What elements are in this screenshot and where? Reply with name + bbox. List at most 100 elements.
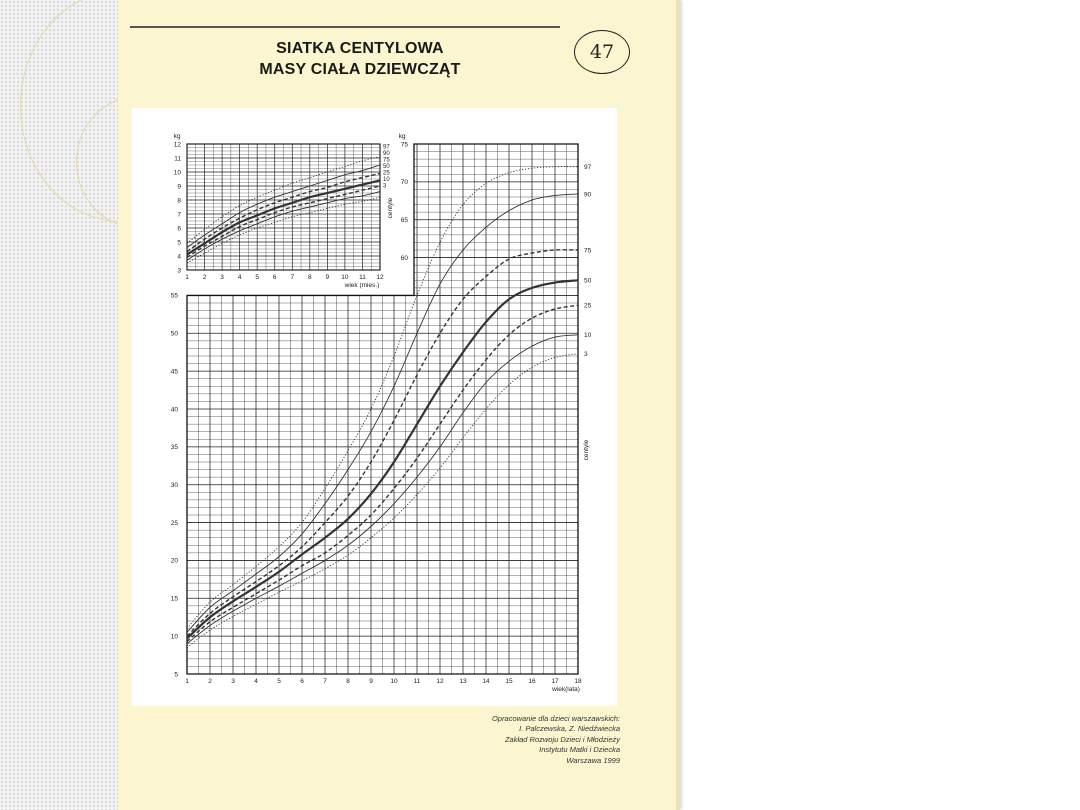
y-tick-label: 8 (177, 197, 181, 204)
credit-line: I. Palczewska, Z. Niedźwiecka (519, 724, 620, 734)
x-tick-label: 4 (238, 274, 242, 281)
inset-percentile-label: 50 (383, 164, 390, 170)
y-tick-label: 75 (401, 141, 409, 148)
x-tick-label: 1 (185, 274, 189, 281)
x-tick-label: 9 (369, 678, 373, 685)
x-tick-label: 15 (505, 678, 513, 685)
x-tick-label: 16 (528, 678, 536, 685)
y-tick-label: 4 (177, 253, 181, 260)
inset-curve-p25 (186, 185, 381, 258)
inset-frame (186, 143, 381, 271)
credits-block: Opracowanie dla dzieci warszawskich: I. … (440, 714, 620, 766)
y-tick-label: 7 (177, 211, 181, 218)
x-tick-label: 14 (482, 678, 490, 685)
x-tick-label: 6 (300, 678, 304, 685)
curve-p90 (186, 193, 579, 633)
inset-curve-p97 (186, 156, 381, 244)
y-tick-label: 40 (171, 406, 179, 413)
x-tick-label: 6 (273, 274, 277, 281)
y-tick-label: 65 (401, 217, 409, 224)
x-axis-label: wiek(lata) (551, 686, 580, 693)
y-tick-label: 5 (177, 239, 181, 246)
y-tick-label: 25 (171, 520, 179, 527)
x-tick-label: 2 (203, 274, 207, 281)
y-tick-label: 3 (177, 267, 181, 274)
x-axis-label: wiek (mies.) (344, 282, 380, 289)
credit-line: Instytutu Matki i Dziecka (539, 745, 620, 755)
y-axis-label: kg (174, 133, 181, 140)
curve-p97 (186, 166, 579, 629)
y-tick-label: 70 (401, 179, 409, 186)
percentile-label: 90 (584, 191, 592, 198)
percentile-label: 3 (584, 351, 588, 358)
chart-frame (186, 143, 579, 675)
inset-curve-p10 (186, 191, 381, 261)
right-axis-label: centyle (387, 197, 394, 218)
x-tick-label: 10 (341, 274, 349, 281)
x-tick-label: 13 (459, 678, 467, 685)
header-rule (130, 26, 560, 28)
x-tick-label: 4 (254, 678, 258, 685)
y-tick-label: 11 (174, 155, 181, 162)
credit-line: Opracowanie dla dzieci warszawskich: (492, 714, 620, 723)
curve-p50 (186, 279, 579, 640)
x-tick-label: 12 (436, 678, 444, 685)
credit-line: Warszawa 1999 (566, 755, 620, 765)
x-tick-label: 11 (414, 678, 421, 685)
y-tick-label: 6 (177, 225, 181, 232)
y-tick-label: 50 (171, 331, 179, 338)
inset-percentile-label: 90 (383, 151, 390, 157)
x-tick-label: 5 (277, 678, 281, 685)
inset-curve-p75 (186, 172, 381, 253)
page-title: SIATKA CENTYLOWA MASY CIAŁA DZIEWCZĄT (240, 38, 480, 80)
x-tick-label: 1 (185, 678, 189, 685)
right-axis-label: centyle (583, 439, 590, 460)
percentile-label: 97 (584, 164, 592, 171)
y-tick-label: 10 (171, 633, 179, 640)
percentile-label: 75 (584, 247, 592, 254)
x-tick-label: 8 (308, 274, 312, 281)
x-tick-label: 12 (376, 274, 384, 281)
y-tick-label: 60 (401, 255, 409, 262)
inset-percentile-label: 10 (383, 177, 390, 183)
x-tick-label: 5 (255, 274, 259, 281)
inset-curve-p3 (186, 196, 381, 264)
x-tick-label: 2 (208, 678, 212, 685)
x-tick-label: 7 (323, 678, 327, 685)
x-tick-label: 3 (231, 678, 235, 685)
percentile-label: 10 (584, 332, 592, 339)
x-tick-label: 17 (551, 678, 559, 685)
x-tick-label: 18 (574, 678, 582, 685)
y-tick-label: 20 (171, 558, 179, 565)
x-tick-label: 8 (346, 678, 350, 685)
inset-curve-p50 (186, 179, 381, 256)
title-line-2: MASY CIAŁA DZIEWCZĄT (259, 61, 461, 78)
page-edge (676, 0, 680, 810)
y-tick-label: 12 (174, 141, 182, 148)
curve-p25 (186, 304, 579, 642)
y-tick-label: 55 (171, 293, 179, 300)
percentile-label: 25 (584, 303, 592, 310)
credit-line: Zakład Rozwoju Dzieci i Młodzieży (504, 734, 620, 744)
curve-p3 (186, 353, 579, 648)
curve-p75 (186, 249, 579, 637)
y-tick-label: 10 (174, 169, 182, 176)
x-tick-label: 3 (220, 274, 224, 281)
page-number-circle: 47 (574, 30, 630, 74)
y-tick-label: 30 (171, 482, 179, 489)
y-axis-label: kg (399, 133, 406, 140)
inset-percentile-label: 3 (383, 184, 387, 190)
title-line-1: SIATKA CENTYLOWA (276, 40, 444, 57)
y-tick-label: 9 (177, 183, 181, 190)
inset-curve-p90 (186, 164, 381, 248)
curve-p10 (186, 334, 579, 645)
y-tick-label: 15 (171, 596, 179, 603)
percentile-label: 50 (584, 278, 592, 285)
x-tick-label: 9 (326, 274, 330, 281)
x-tick-label: 7 (290, 274, 294, 281)
inset-percentile-label: 25 (383, 171, 390, 177)
inset-percentile-label: 97 (383, 145, 390, 151)
y-tick-label: 5 (174, 671, 178, 678)
chart-area: 1 2 3 4 5 6 7 8 9 10 11 12 3 4 5 6 7 8 9 10 11 12 kg wiek (mies… (132, 108, 617, 706)
